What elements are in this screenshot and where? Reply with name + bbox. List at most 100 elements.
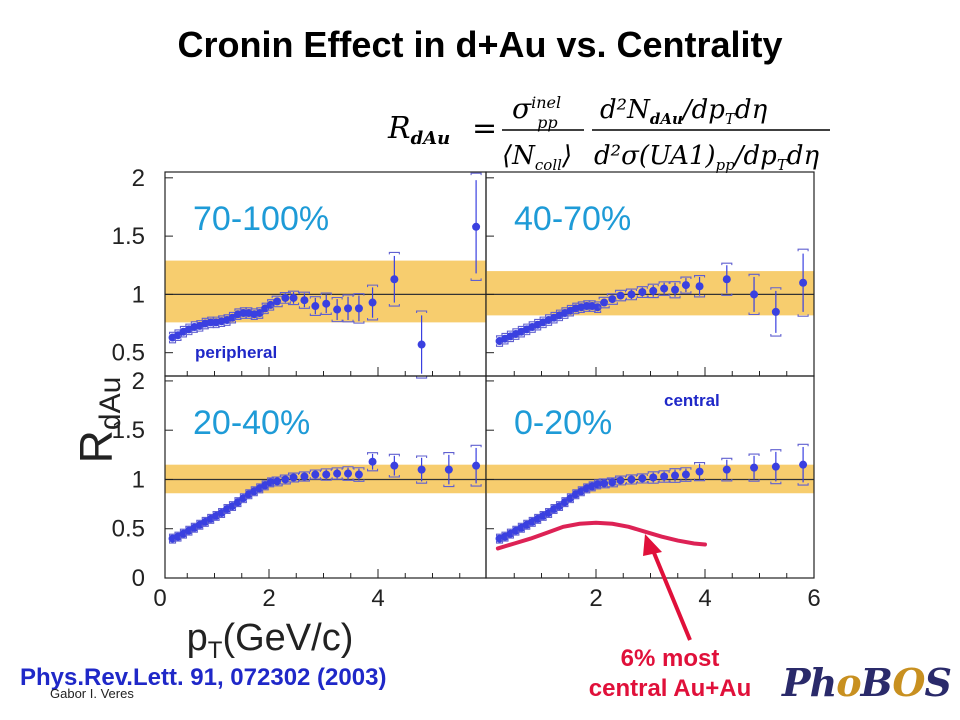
syst-bracket-bottom xyxy=(168,340,177,344)
syst-bracket-bottom xyxy=(636,481,648,484)
syst-bracket-bottom xyxy=(261,311,269,315)
syst-bracket-top xyxy=(287,290,300,294)
syst-bracket-bottom xyxy=(495,344,504,347)
syst-bracket-top xyxy=(353,467,365,470)
annotation-arrow xyxy=(650,547,692,641)
syst-bracket-bottom xyxy=(561,316,569,319)
phobos-logo: PhoBOS xyxy=(782,660,952,705)
y-tick-label: 1.5 xyxy=(112,223,145,250)
syst-bracket-bottom xyxy=(353,321,365,324)
syst-bracket-bottom xyxy=(416,376,428,379)
data-point xyxy=(289,293,298,302)
reference-citation[interactable]: Phys.Rev.Lett. 91, 072302 (2003) xyxy=(20,664,387,691)
syst-bracket-bottom xyxy=(416,481,428,484)
syst-bracket-bottom xyxy=(287,302,300,306)
syst-bracket-bottom xyxy=(528,330,536,333)
syst-bracket-bottom xyxy=(550,320,558,324)
y-tick-label: 0 xyxy=(132,565,145,592)
syst-bracket-bottom xyxy=(534,327,542,331)
chart-layer: 70-100% peripheral 2 1.5 1 0.5 40-70% 20-40% 2 1.… xyxy=(70,165,821,664)
syst-bracket-top xyxy=(669,468,681,471)
syst-bracket-bottom xyxy=(388,304,400,307)
logo-part-5: S xyxy=(924,660,952,705)
syst-bracket-top xyxy=(636,286,648,289)
syst-bracket-bottom xyxy=(669,480,681,483)
syst-bracket-top xyxy=(388,453,400,457)
syst-bracket-bottom xyxy=(506,536,514,539)
data-point xyxy=(273,297,282,306)
data-point xyxy=(600,298,609,307)
syst-bracket-bottom xyxy=(201,524,209,527)
data-point xyxy=(472,461,481,470)
syst-bracket-top xyxy=(748,273,760,277)
data-point xyxy=(311,302,320,311)
syst-bracket-top xyxy=(770,449,782,452)
syst-bracket-bottom xyxy=(797,483,809,486)
data-point xyxy=(322,470,331,479)
syst-bracket-bottom xyxy=(228,320,237,324)
syst-bracket-bottom xyxy=(539,325,547,329)
syst-bracket-top xyxy=(342,466,354,469)
syst-bracket-bottom xyxy=(566,313,574,317)
syst-bracket-bottom xyxy=(506,339,514,343)
syst-bracket-bottom xyxy=(256,316,264,319)
logo-part-2: o xyxy=(836,660,861,705)
panel-tag: peripheral xyxy=(195,343,277,362)
raa-formula: RdAu = σinel pp ⟨Ncoll⟩ d²NdAu/dpTdη d²σ(… xyxy=(382,88,842,182)
data-point xyxy=(750,290,759,299)
data-point xyxy=(368,457,377,466)
syst-bracket-top xyxy=(594,479,602,482)
data-point xyxy=(300,472,309,481)
syst-bracket-top xyxy=(598,478,610,481)
data-point xyxy=(750,463,759,472)
syst-bracket-top xyxy=(267,477,275,480)
syst-bracket-bottom xyxy=(658,293,670,296)
syst-bracket-bottom xyxy=(320,478,332,481)
annotation-arrowhead xyxy=(643,534,662,556)
syst-bracket-bottom xyxy=(594,310,602,314)
syst-bracket-bottom xyxy=(721,478,733,482)
y-axis-title: RdAu xyxy=(70,377,127,464)
syst-bracket-top xyxy=(298,291,310,295)
x-tick-label: 6 xyxy=(807,585,820,612)
syst-bracket-bottom xyxy=(223,511,231,515)
data-point xyxy=(660,284,669,293)
syst-bracket-bottom xyxy=(561,504,569,508)
syst-bracket-bottom xyxy=(353,479,365,482)
data-point xyxy=(333,469,342,478)
syst-bracket-bottom xyxy=(770,481,782,485)
data-point xyxy=(771,307,780,316)
syst-bracket-bottom xyxy=(168,541,177,544)
centrality-label: 70-100% xyxy=(193,200,329,238)
syst-bracket-bottom xyxy=(218,515,226,518)
syst-bracket-bottom xyxy=(669,295,681,299)
syst-bracket-top xyxy=(416,455,428,459)
syst-bracket-bottom xyxy=(748,479,760,482)
formula-denominator: d²σ(UA1)pp/dpTdη xyxy=(594,141,819,174)
syst-bracket-top xyxy=(614,289,627,293)
data-point xyxy=(681,281,690,290)
panel-tag: central xyxy=(664,391,720,410)
formula-eq: = xyxy=(472,111,497,146)
y-tick-label: 1.5 xyxy=(112,417,145,444)
syst-bracket-bottom xyxy=(470,484,482,487)
syst-bracket-bottom xyxy=(797,314,809,317)
data-point xyxy=(671,285,680,294)
syst-bracket-bottom xyxy=(179,536,187,539)
syst-bracket-bottom xyxy=(185,332,193,336)
syst-bracket-bottom xyxy=(625,481,637,485)
syst-bracket-bottom xyxy=(367,317,379,321)
data-point xyxy=(638,288,647,297)
data-point xyxy=(311,470,320,479)
syst-bracket-bottom xyxy=(309,313,321,316)
data-point xyxy=(608,478,617,487)
y-tick-label: 2 xyxy=(132,368,145,395)
data-point xyxy=(616,476,625,485)
syst-bracket-bottom xyxy=(614,298,627,302)
syst-bracket-top xyxy=(320,292,332,296)
y-tick-label: 1 xyxy=(132,466,145,493)
syst-bracket-bottom xyxy=(528,524,536,527)
syst-bracket-bottom xyxy=(388,475,400,478)
syst-bracket-top xyxy=(694,274,706,278)
syst-bracket-top xyxy=(367,284,379,288)
